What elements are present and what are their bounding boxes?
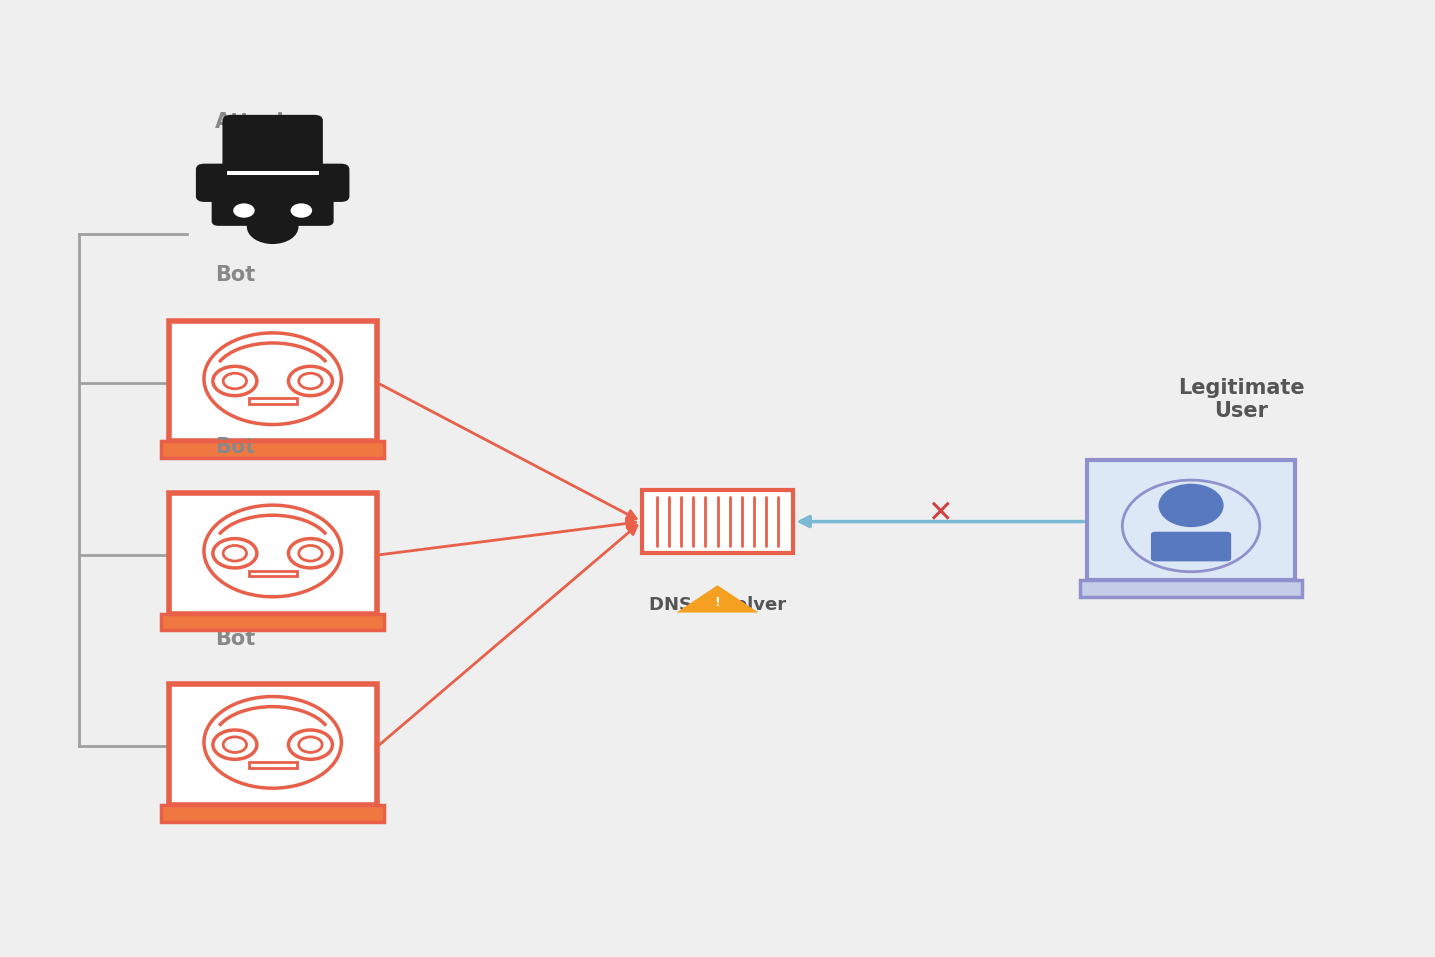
Circle shape — [232, 203, 255, 217]
Polygon shape — [676, 585, 759, 612]
Circle shape — [298, 373, 321, 389]
FancyBboxPatch shape — [227, 171, 319, 175]
Text: Attacker: Attacker — [215, 112, 316, 132]
Text: Bot: Bot — [215, 265, 255, 285]
Circle shape — [204, 505, 342, 597]
Circle shape — [204, 697, 342, 789]
FancyBboxPatch shape — [222, 115, 323, 189]
Text: DNS Resolver: DNS Resolver — [649, 596, 786, 614]
Circle shape — [224, 373, 247, 389]
FancyBboxPatch shape — [161, 805, 385, 822]
FancyBboxPatch shape — [195, 164, 350, 202]
Circle shape — [204, 333, 342, 425]
FancyBboxPatch shape — [1086, 459, 1294, 580]
Text: Bot: Bot — [215, 437, 255, 457]
Circle shape — [290, 203, 311, 217]
Circle shape — [288, 539, 333, 568]
Circle shape — [288, 730, 333, 759]
Circle shape — [212, 730, 257, 759]
Text: !: ! — [715, 596, 720, 609]
FancyBboxPatch shape — [169, 493, 376, 613]
Text: Bot: Bot — [215, 629, 255, 649]
FancyBboxPatch shape — [161, 613, 385, 631]
Circle shape — [212, 539, 257, 568]
Circle shape — [298, 737, 321, 752]
FancyBboxPatch shape — [161, 441, 385, 458]
FancyBboxPatch shape — [643, 490, 792, 552]
Circle shape — [298, 545, 321, 561]
Circle shape — [288, 367, 333, 395]
Circle shape — [247, 210, 298, 244]
Circle shape — [1158, 483, 1224, 527]
Circle shape — [224, 737, 247, 752]
Text: ✕: ✕ — [927, 500, 953, 528]
Circle shape — [212, 367, 257, 395]
FancyBboxPatch shape — [248, 570, 297, 576]
FancyBboxPatch shape — [212, 195, 333, 226]
Circle shape — [224, 545, 247, 561]
FancyBboxPatch shape — [248, 398, 297, 404]
FancyBboxPatch shape — [248, 762, 297, 768]
FancyBboxPatch shape — [169, 321, 376, 441]
FancyBboxPatch shape — [1151, 532, 1231, 562]
Text: Legitimate
User: Legitimate User — [1178, 378, 1304, 421]
FancyBboxPatch shape — [1079, 580, 1303, 597]
FancyBboxPatch shape — [169, 684, 376, 805]
